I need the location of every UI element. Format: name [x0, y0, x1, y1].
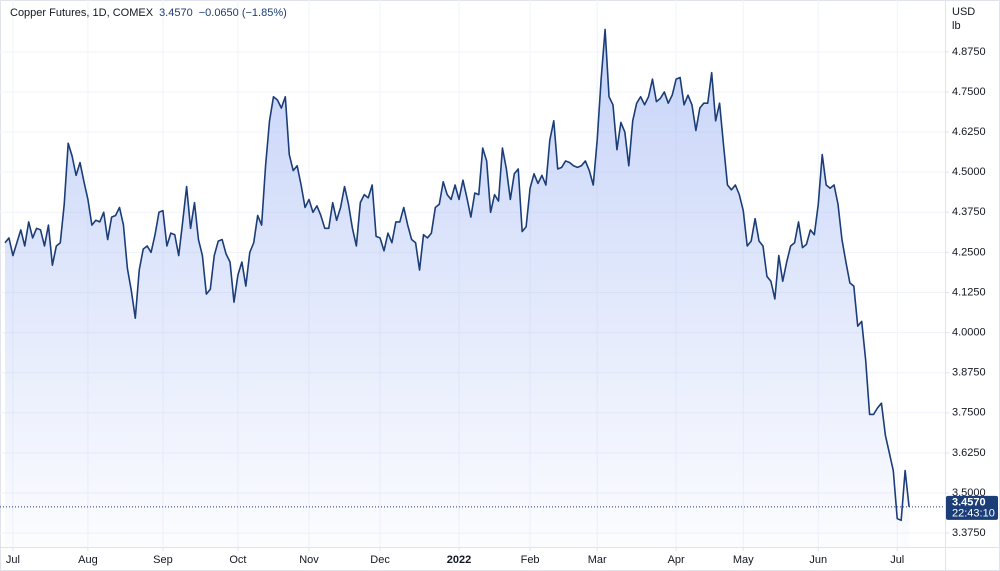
y-tick-label: 4.7500: [952, 86, 986, 98]
x-tick-label: 2022: [447, 554, 471, 566]
unit: lb: [952, 20, 961, 32]
y-tick-label: 3.3750: [952, 527, 986, 539]
x-tick-label: Dec: [370, 554, 390, 566]
price-tag-time: 22:43:10: [952, 508, 995, 520]
y-tick-label: 4.5000: [952, 166, 986, 178]
x-tick-label: Aug: [78, 554, 98, 566]
price-tag: [946, 495, 998, 520]
y-tick-label: 4.1250: [952, 286, 986, 298]
x-tick-label: May: [733, 554, 754, 566]
price-change: −0.0650 (−1.85%): [199, 7, 287, 19]
x-tick-label: Jul: [6, 554, 20, 566]
y-tick-label: 4.6250: [952, 126, 986, 138]
last-price: 3.4570: [159, 7, 193, 19]
y-tick-label: 3.7500: [952, 407, 986, 419]
x-tick-label: Apr: [668, 554, 685, 566]
x-tick-label: Nov: [299, 554, 319, 566]
x-tick-label: Jul: [890, 554, 904, 566]
currency: USD: [952, 6, 975, 18]
plot: [0, 28, 945, 547]
x-tick-label: Oct: [229, 554, 246, 566]
y-tick-label: 4.3750: [952, 206, 986, 218]
legend: Copper Futures, 1D, COMEX 3.4570 −0.0650 (…: [10, 7, 287, 19]
y-tick-label: 3.8750: [952, 367, 986, 379]
axes: 3.37503.50003.62503.75003.87504.00004.12…: [6, 46, 998, 566]
y-tick-label: 4.0000: [952, 326, 986, 338]
area-fill: [5, 29, 910, 547]
price-tag-label: 3.4570: [952, 497, 986, 509]
x-tick-label: Feb: [521, 554, 540, 566]
x-tick-label: Sep: [153, 554, 173, 566]
y-tick-label: 4.2500: [952, 246, 986, 258]
price-line: [4, 28, 910, 522]
y-tick-label: 4.8750: [952, 46, 986, 58]
x-tick-label: Jun: [809, 554, 827, 566]
symbol-title: Copper Futures, 1D, COMEX: [10, 7, 154, 19]
y-tick-label: 3.6250: [952, 447, 986, 459]
x-tick-label: Mar: [588, 554, 607, 566]
